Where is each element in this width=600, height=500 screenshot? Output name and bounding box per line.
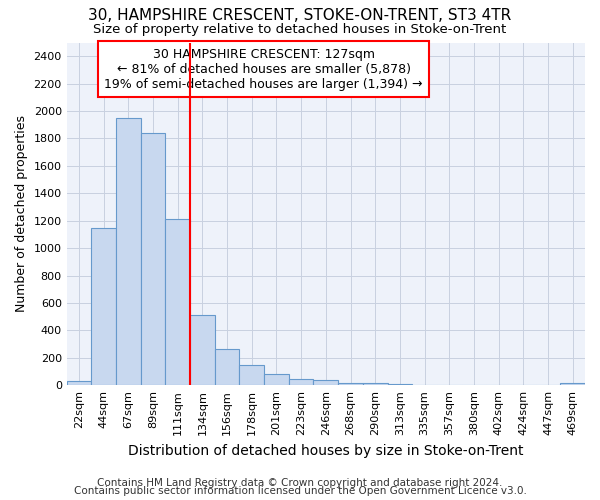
Text: 30 HAMPSHIRE CRESCENT: 127sqm
← 81% of detached houses are smaller (5,878)
19% o: 30 HAMPSHIRE CRESCENT: 127sqm ← 81% of d… bbox=[104, 48, 423, 90]
Bar bbox=[388, 384, 412, 385]
Bar bbox=[313, 380, 338, 385]
Bar bbox=[363, 382, 388, 385]
Bar bbox=[166, 220, 190, 385]
Bar bbox=[560, 383, 585, 385]
Text: Size of property relative to detached houses in Stoke-on-Trent: Size of property relative to detached ho… bbox=[94, 22, 506, 36]
X-axis label: Distribution of detached houses by size in Stoke-on-Trent: Distribution of detached houses by size … bbox=[128, 444, 524, 458]
Bar bbox=[215, 349, 239, 385]
Bar bbox=[338, 382, 363, 385]
Text: 30, HAMPSHIRE CRESCENT, STOKE-ON-TRENT, ST3 4TR: 30, HAMPSHIRE CRESCENT, STOKE-ON-TRENT, … bbox=[88, 8, 512, 22]
Y-axis label: Number of detached properties: Number of detached properties bbox=[15, 116, 28, 312]
Text: Contains HM Land Registry data © Crown copyright and database right 2024.: Contains HM Land Registry data © Crown c… bbox=[97, 478, 503, 488]
Bar bbox=[264, 374, 289, 385]
Bar bbox=[141, 133, 166, 385]
Bar bbox=[116, 118, 141, 385]
Bar bbox=[289, 378, 313, 385]
Bar bbox=[190, 314, 215, 385]
Bar bbox=[239, 366, 264, 385]
Text: Contains public sector information licensed under the Open Government Licence v3: Contains public sector information licen… bbox=[74, 486, 526, 496]
Bar bbox=[91, 228, 116, 385]
Bar bbox=[67, 381, 91, 385]
